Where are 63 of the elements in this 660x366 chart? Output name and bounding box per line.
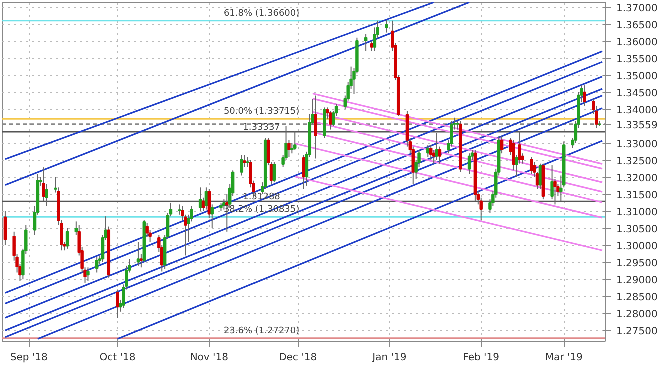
candlestick [136, 242, 140, 266]
y-tick-label: 1.32000 [616, 173, 658, 184]
candlestick [426, 144, 430, 158]
candlestick [435, 132, 439, 161]
y-tick-label: 1.30500 [616, 224, 658, 236]
candlestick [538, 163, 542, 190]
candlestick [243, 154, 246, 168]
candlestick [86, 267, 90, 282]
candlestick [550, 165, 554, 200]
y-tick-label: 1.34500 [616, 88, 658, 100]
candlestick [294, 130, 297, 151]
x-tick-label: Oct '18 [100, 352, 136, 364]
candlestick [328, 110, 332, 130]
candlestick [583, 85, 586, 106]
x-tick-label: Jan '19 [372, 352, 407, 364]
candlestick [240, 154, 244, 176]
candlestick [272, 162, 276, 184]
x-tick-label: Sep '18 [10, 352, 48, 364]
y-tick-label: 1.31000 [616, 207, 658, 218]
x-tick-label: Feb '19 [463, 352, 500, 364]
candlestick [429, 144, 433, 161]
y-tick-label: 1.28500 [616, 292, 658, 304]
candlestick [210, 204, 214, 229]
candlestick [468, 153, 472, 175]
y-tick-label: 1.35500 [616, 54, 658, 66]
candlestick [4, 210, 8, 246]
candlestick [438, 146, 442, 164]
candlestick [140, 254, 144, 268]
y-tick-label: 1.29500 [616, 258, 658, 270]
candlestick [204, 187, 208, 210]
y-tick-label: 1.35000 [616, 71, 658, 82]
candlestick [370, 40, 374, 52]
y-tick-label: 1.30000 [616, 242, 658, 253]
y-tick-label: 1.32500 [616, 156, 658, 168]
y-tick-label: 1.36500 [616, 20, 658, 32]
y-tick-label: 1.33000 [616, 139, 658, 150]
candlestick [66, 228, 70, 250]
candlestick [530, 156, 534, 175]
candlestick [554, 178, 557, 206]
candlestick [116, 289, 120, 319]
y-tick-label: 1.31500 [616, 190, 658, 202]
candlestick [500, 136, 504, 154]
x-tick-label: Mar '19 [545, 352, 583, 364]
y-tick-label: 1.37000 [616, 3, 658, 14]
y-tick-label: 1.29000 [616, 276, 658, 287]
y-tick-label: 1.36000 [616, 37, 658, 48]
candlestick [95, 256, 99, 274]
y-tick-label: 1.34000 [616, 105, 658, 116]
y-tick-label: 1.28000 [616, 310, 658, 321]
ref-line-label: 1.33337 [243, 122, 280, 133]
candlestick [364, 34, 368, 52]
candlestick [146, 222, 149, 238]
ref-line-label: 1.33559 [616, 120, 658, 132]
candlestick [302, 154, 306, 190]
ref-line-label: 23.6% (1.27270) [224, 326, 300, 336]
ref-line-label: 50.0% (1.33715) [224, 107, 300, 118]
ref-line-label: 61.8% (1.36600) [224, 8, 300, 19]
y-tick-label: 1.27500 [616, 326, 658, 338]
candlestick [314, 95, 318, 160]
candlestick [385, 20, 388, 34]
candlestick [198, 187, 202, 212]
x-tick-label: Nov '18 [190, 352, 228, 364]
x-tick-label: Dec '18 [279, 352, 318, 364]
